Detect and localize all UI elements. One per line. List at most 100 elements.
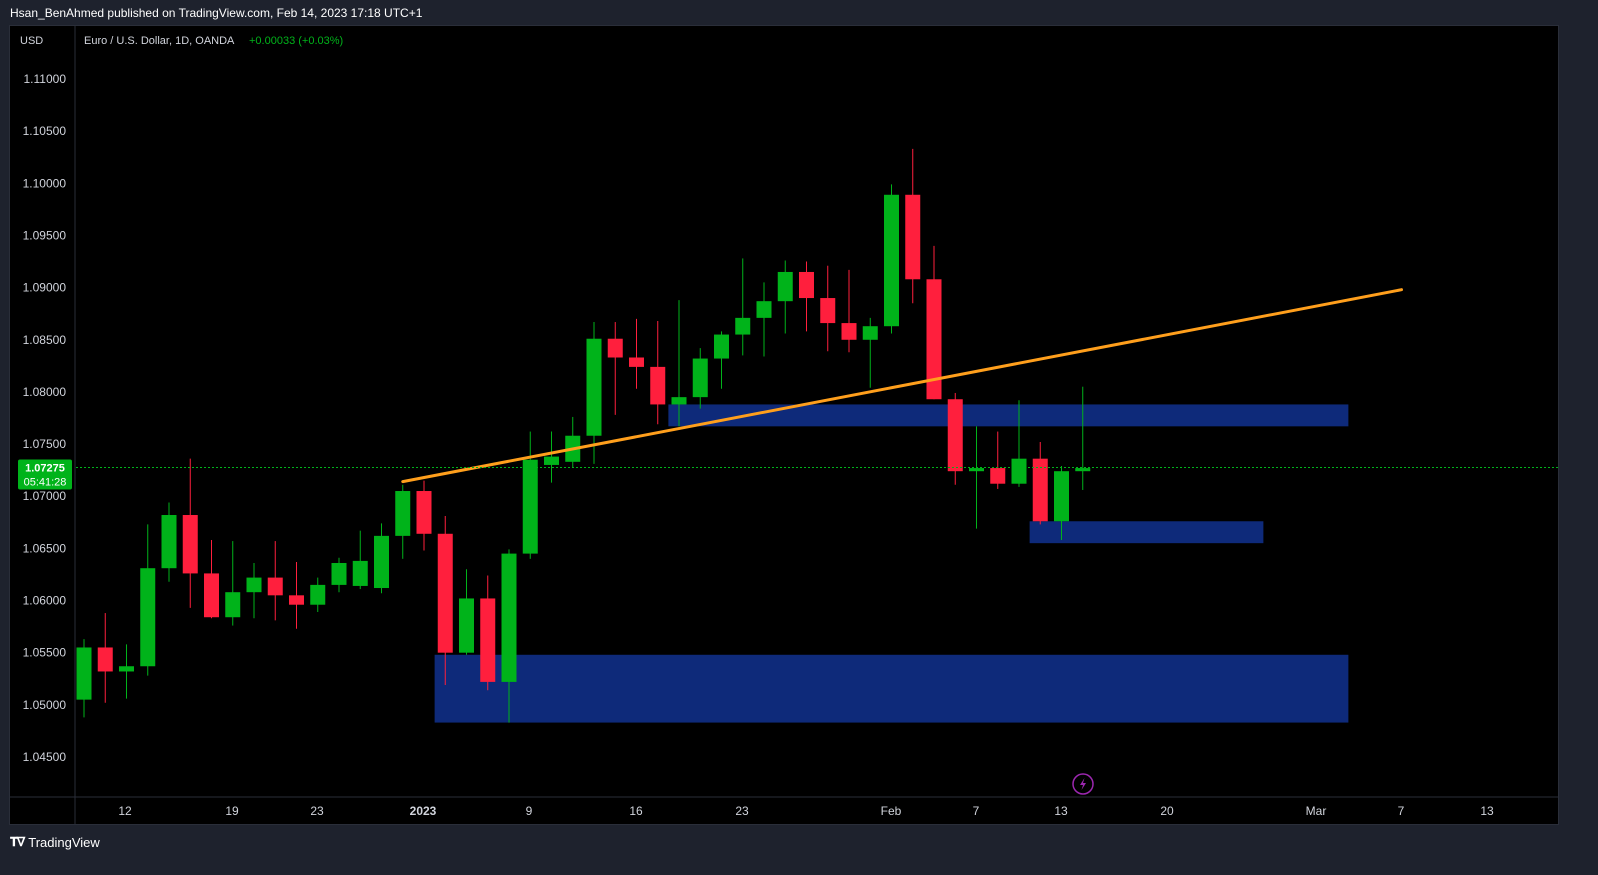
candle-body bbox=[820, 298, 836, 324]
candle-body bbox=[459, 598, 474, 653]
candle[interactable] bbox=[97, 613, 113, 703]
candle[interactable] bbox=[352, 530, 368, 590]
candle-body bbox=[862, 326, 878, 340]
candle-body bbox=[140, 568, 156, 667]
candle[interactable] bbox=[1011, 400, 1027, 487]
x-tick-label: 7 bbox=[1398, 804, 1405, 818]
candle[interactable] bbox=[714, 331, 729, 389]
candle[interactable] bbox=[841, 269, 857, 353]
candle[interactable] bbox=[905, 148, 921, 304]
x-tick-label: 16 bbox=[629, 804, 643, 818]
candle[interactable] bbox=[735, 258, 751, 356]
candle[interactable] bbox=[862, 317, 878, 388]
currency-label: USD bbox=[20, 35, 43, 47]
lightning-icon[interactable] bbox=[1072, 773, 1094, 795]
candle[interactable] bbox=[947, 392, 963, 485]
candlestick-chart[interactable]: USD Euro / U.S. Dollar, 1D, OANDA +0.000… bbox=[10, 26, 1558, 824]
candle[interactable] bbox=[990, 431, 1006, 489]
candle-body bbox=[990, 468, 1006, 484]
brand-name: TradingView bbox=[28, 834, 100, 850]
candle-body bbox=[161, 515, 177, 569]
candle[interactable] bbox=[692, 348, 708, 409]
change-readout: +0.00033 (+0.03%) bbox=[249, 35, 343, 47]
candle[interactable] bbox=[586, 322, 602, 464]
y-tick-label: 1.07500 bbox=[23, 437, 67, 451]
candle-body bbox=[799, 271, 814, 299]
supply-demand-zone-3[interactable] bbox=[1029, 521, 1264, 544]
candle[interactable] bbox=[501, 549, 517, 723]
candle[interactable] bbox=[650, 320, 666, 425]
candle[interactable] bbox=[267, 541, 283, 621]
candle[interactable] bbox=[289, 561, 304, 629]
symbol-title: Euro / U.S. Dollar, 1D, OANDA bbox=[84, 35, 235, 47]
candle-body bbox=[501, 553, 517, 682]
y-tick-label: 1.06500 bbox=[23, 541, 67, 555]
candle[interactable] bbox=[161, 502, 177, 582]
x-tick-label: 7 bbox=[973, 804, 980, 818]
current-price-badge bbox=[18, 459, 72, 490]
candle[interactable] bbox=[926, 245, 942, 400]
candle[interactable] bbox=[182, 458, 198, 608]
candle-body bbox=[650, 366, 666, 405]
candle[interactable] bbox=[395, 484, 411, 559]
candle[interactable] bbox=[459, 569, 474, 655]
x-tick-label: 2023 bbox=[410, 804, 437, 818]
y-tick-label: 1.09000 bbox=[23, 281, 67, 295]
trendline[interactable] bbox=[401, 288, 1403, 484]
x-tick-label: 9 bbox=[526, 804, 533, 818]
candle-body bbox=[735, 317, 751, 335]
y-tick-label: 1.05000 bbox=[23, 698, 67, 712]
candle[interactable] bbox=[437, 516, 453, 686]
candle[interactable] bbox=[777, 260, 793, 334]
candle[interactable] bbox=[544, 431, 559, 483]
candle-body bbox=[395, 491, 411, 536]
candle[interactable] bbox=[1032, 441, 1048, 525]
candle[interactable] bbox=[820, 265, 836, 352]
candle[interactable] bbox=[246, 562, 262, 619]
candle[interactable] bbox=[119, 644, 134, 699]
candle-body bbox=[310, 584, 326, 605]
candle-body bbox=[267, 577, 283, 596]
x-tick-label: Feb bbox=[881, 804, 902, 818]
footer: 𝐓∇ TradingView bbox=[10, 832, 100, 852]
candle[interactable] bbox=[140, 524, 156, 676]
candle[interactable] bbox=[607, 322, 623, 415]
candle[interactable] bbox=[884, 184, 899, 334]
candle-body bbox=[926, 279, 942, 400]
candle-body bbox=[119, 666, 134, 672]
candle-body bbox=[756, 301, 772, 318]
supply-demand-zone-2[interactable] bbox=[434, 654, 1349, 723]
candle[interactable] bbox=[1054, 465, 1069, 541]
candle[interactable] bbox=[1075, 386, 1091, 490]
x-tick-label: 23 bbox=[310, 804, 324, 818]
candle-body bbox=[671, 397, 687, 405]
supply-demand-zone-1[interactable] bbox=[668, 404, 1349, 427]
candle[interactable] bbox=[671, 300, 687, 427]
candle[interactable] bbox=[76, 639, 92, 718]
candle[interactable] bbox=[225, 541, 241, 626]
y-tick-label: 1.10500 bbox=[23, 124, 67, 138]
candle[interactable] bbox=[204, 540, 219, 619]
candle[interactable] bbox=[629, 318, 644, 389]
candle[interactable] bbox=[969, 426, 984, 529]
candle[interactable] bbox=[799, 261, 814, 332]
candle-body bbox=[374, 535, 389, 589]
candle[interactable] bbox=[416, 480, 432, 551]
candle[interactable] bbox=[480, 575, 496, 691]
candle-body bbox=[884, 194, 899, 327]
y-tick-label: 1.07000 bbox=[23, 489, 67, 503]
chart-frame[interactable]: USD Euro / U.S. Dollar, 1D, OANDA +0.000… bbox=[9, 25, 1559, 825]
candle[interactable] bbox=[522, 431, 538, 559]
y-tick-label: 1.09500 bbox=[23, 228, 67, 242]
candle-body bbox=[331, 562, 347, 585]
candle[interactable] bbox=[374, 523, 389, 594]
x-tick-label: Mar bbox=[1306, 804, 1327, 818]
candle-body bbox=[437, 533, 453, 653]
candle-body bbox=[841, 323, 857, 340]
candle[interactable] bbox=[565, 416, 581, 468]
candle[interactable] bbox=[310, 577, 326, 613]
candle[interactable] bbox=[756, 282, 772, 357]
candle-body bbox=[692, 358, 708, 398]
candle[interactable] bbox=[331, 557, 347, 593]
candle-body bbox=[969, 468, 984, 472]
